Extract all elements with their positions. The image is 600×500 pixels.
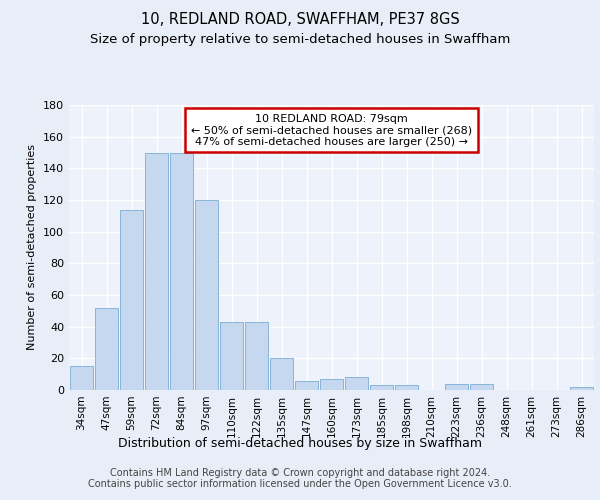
Bar [370, 385, 393, 390]
Bar [270, 358, 293, 390]
Text: 10 REDLAND ROAD: 79sqm
← 50% of semi-detached houses are smaller (268)
47% of se: 10 REDLAND ROAD: 79sqm ← 50% of semi-det… [191, 114, 472, 147]
Bar [170, 152, 193, 390]
Bar [445, 384, 468, 390]
Bar [470, 384, 493, 390]
Text: 10, REDLAND ROAD, SWAFFHAM, PE37 8GS: 10, REDLAND ROAD, SWAFFHAM, PE37 8GS [140, 12, 460, 28]
Bar [245, 322, 268, 390]
Bar [295, 380, 318, 390]
Bar [220, 322, 243, 390]
Bar [95, 308, 118, 390]
Bar [145, 152, 168, 390]
Y-axis label: Number of semi-detached properties: Number of semi-detached properties [28, 144, 37, 350]
Bar [570, 387, 593, 390]
Bar [195, 200, 218, 390]
Bar [120, 210, 143, 390]
Text: Contains HM Land Registry data © Crown copyright and database right 2024.
Contai: Contains HM Land Registry data © Crown c… [88, 468, 512, 489]
Bar [395, 385, 418, 390]
Bar [70, 366, 93, 390]
Text: Size of property relative to semi-detached houses in Swaffham: Size of property relative to semi-detach… [90, 32, 510, 46]
Bar [345, 378, 368, 390]
Bar [320, 379, 343, 390]
Text: Distribution of semi-detached houses by size in Swaffham: Distribution of semi-detached houses by … [118, 438, 482, 450]
